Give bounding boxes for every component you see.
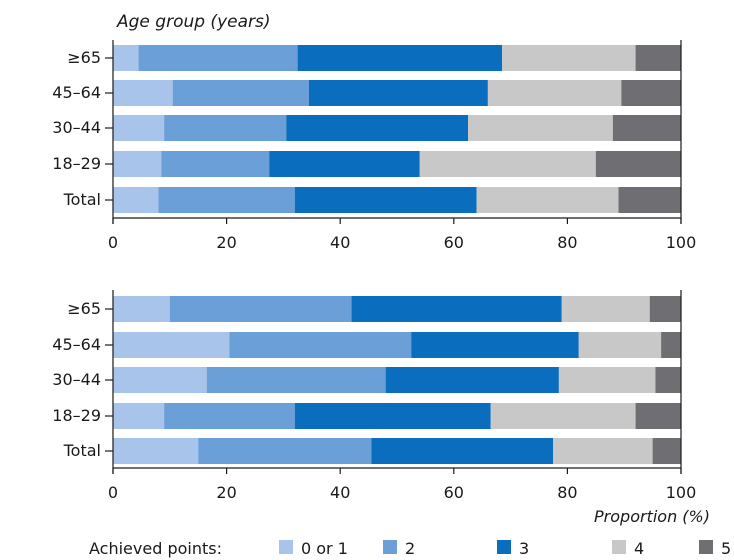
legend-item-label: 3 [519,539,529,558]
category-label: Total [63,190,101,209]
bar-segment [371,438,554,464]
bar-segment [113,151,162,177]
x-tick-label: 20 [216,483,236,502]
bar-segment [385,367,559,393]
bar-segment [113,187,159,213]
bar-segment [158,187,295,213]
x-tick-label: 20 [216,233,236,252]
lower-panel: ≥65 45–64 30–44 18–29 Total 0 20 40 60 80 100 Propo… [52,290,710,526]
x-tick-label: 60 [444,233,464,252]
bar-segment [113,403,165,429]
bar-segment [206,367,386,393]
bar-segment [113,80,173,106]
category-label: 18–29 [52,406,101,425]
bar-segment [419,151,596,177]
category-label: 45–64 [52,83,101,102]
bar-segment [490,403,636,429]
bar-segment [297,45,503,71]
category-label: 18–29 [52,154,101,173]
category-label: 30–44 [52,118,101,137]
bar-segment [553,438,653,464]
bar-segment [113,45,139,71]
bar-segment [476,187,619,213]
x-tick-label: 60 [444,483,464,502]
legend-item-label: 5 [721,539,731,558]
legend-swatch [497,540,511,554]
bar-segment [113,296,170,322]
bar-segment [113,332,230,358]
bar-segment [198,438,372,464]
x-tick-label: 80 [557,483,577,502]
bar-segment [612,115,681,141]
bar-segment [229,332,412,358]
legend-item-label: 4 [634,539,644,558]
bar-segment [595,151,681,177]
bar-segment [618,187,681,213]
bar-segment [294,187,477,213]
x-tick-label: 100 [666,483,697,502]
bar-segment [487,80,622,106]
bar-segment [661,332,681,358]
bar-segment [621,80,681,106]
bar-segment [635,45,681,71]
legend-swatch [699,540,713,554]
legend-swatch [383,540,397,554]
legend-swatch [612,540,626,554]
x-tick-label: 80 [557,233,577,252]
category-label: 30–44 [52,370,101,389]
bar-segment [558,367,656,393]
x-tick-label: 40 [330,483,350,502]
bar-segment [138,45,298,71]
bar-segment [161,151,270,177]
bar-segment [172,80,309,106]
bar-segment [578,332,662,358]
bar-segment [113,115,165,141]
legend: Achieved points: 0 or 1 2 3 4 5 [89,539,731,558]
x-tick-label: 0 [108,233,118,252]
upper-panel: ≥65 45–64 30–44 18–29 Total 0 20 40 60 80 100 Age g… [52,12,696,252]
bar-segment [269,151,420,177]
x-tick-label: 100 [666,233,697,252]
category-label: Total [63,441,101,460]
y-axis-title: Age group (years) [116,12,270,32]
bar-segment [113,367,207,393]
category-label: 45–64 [52,335,101,354]
x-axis-title: Proportion (%) [594,507,710,526]
bar-segment [468,115,613,141]
category-label: ≥65 [67,299,101,318]
bar-segment [294,403,491,429]
bar-segment [649,296,681,322]
bar-segment [164,403,295,429]
bar-segment [113,438,199,464]
legend-item-label: 2 [405,539,415,558]
legend-swatch [279,540,293,554]
bar-segment [169,296,352,322]
bar-segment [561,296,650,322]
bar-segment [164,115,287,141]
bar-segment [308,80,488,106]
x-tick-label: 40 [330,233,350,252]
bar-segment [286,115,468,141]
bar-segment [655,367,681,393]
bar-segment [502,45,636,71]
legend-item-label: 0 or 1 [301,539,348,558]
bar-segment [411,332,579,358]
category-label: ≥65 [67,48,101,67]
bar-segment [652,438,681,464]
bar-segment [635,403,681,429]
x-tick-label: 0 [108,483,118,502]
legend-title: Achieved points: [89,539,222,558]
bar-segment [351,296,562,322]
